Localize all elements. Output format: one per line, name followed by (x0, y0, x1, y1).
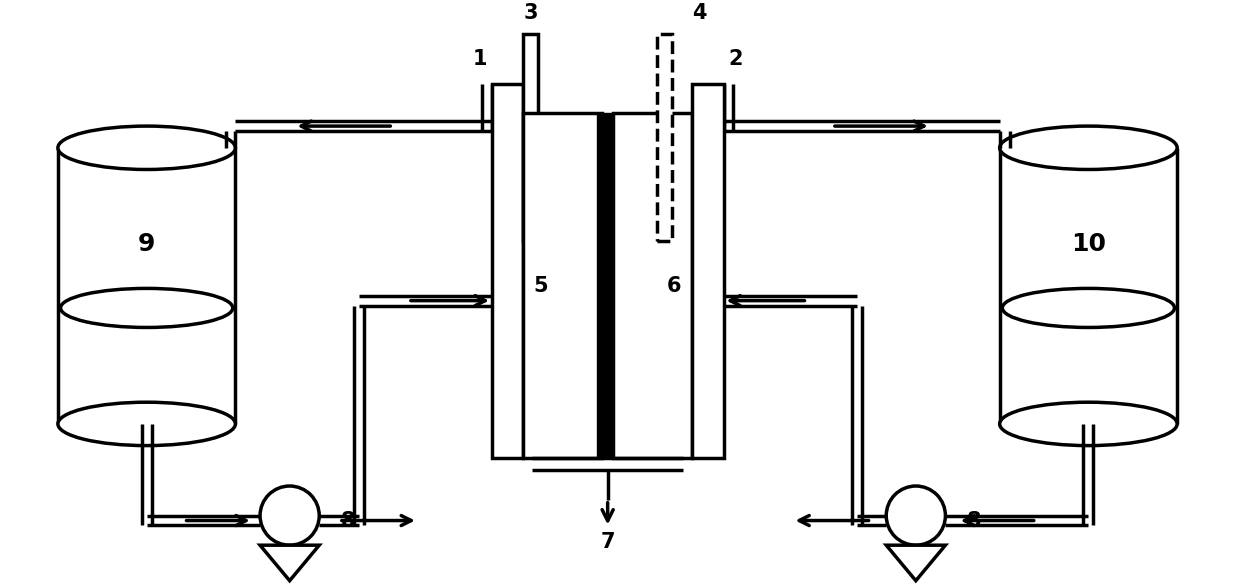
Text: 3: 3 (524, 3, 538, 23)
Text: 5: 5 (534, 276, 549, 296)
Ellipse shape (1000, 126, 1177, 169)
Ellipse shape (886, 486, 945, 545)
Bar (691, 83, 724, 459)
Text: 8: 8 (968, 510, 981, 530)
Bar (523, 34, 538, 242)
Text: 6: 6 (667, 276, 681, 296)
Text: 2: 2 (729, 49, 742, 69)
Text: 1: 1 (473, 49, 487, 69)
Text: 4: 4 (693, 3, 706, 23)
Ellipse shape (260, 486, 320, 545)
Polygon shape (260, 545, 320, 581)
Polygon shape (886, 545, 945, 581)
Bar (613, 113, 691, 459)
Text: 7: 7 (601, 532, 615, 552)
Ellipse shape (58, 126, 235, 169)
Ellipse shape (1002, 288, 1175, 328)
Bar (658, 34, 673, 242)
Bar (492, 83, 523, 459)
Ellipse shape (61, 288, 233, 328)
Bar (597, 113, 613, 459)
Bar (523, 113, 602, 459)
Text: 8: 8 (341, 510, 356, 530)
Text: 10: 10 (1070, 232, 1106, 256)
Text: 9: 9 (138, 232, 155, 256)
Ellipse shape (1000, 402, 1177, 446)
Ellipse shape (58, 402, 235, 446)
